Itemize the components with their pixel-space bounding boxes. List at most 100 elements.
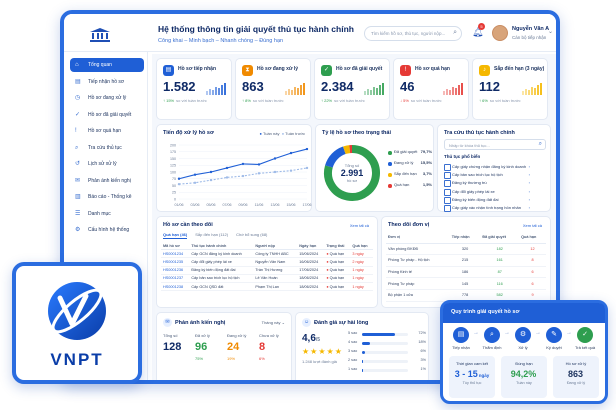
pending-view-all-link[interactable]: Xem tất cả: [349, 223, 369, 228]
cell-text: 12: [530, 246, 535, 251]
process-step-label: Ký duyệt: [546, 345, 562, 350]
sidebar-item-0[interactable]: ⌂ Tổng quan: [70, 58, 144, 72]
procedure-link[interactable]: Cấp đổi giấy phép lái xe ›: [444, 187, 530, 196]
legend-value: 79,7%: [420, 149, 432, 154]
kpi-card[interactable]: ⧗ Hồ sơ đang xử lý 863 ↑ 8% so với tuần trướ…: [235, 58, 311, 120]
spark-bar: [455, 88, 457, 95]
table-row[interactable]: Phòng Tư pháp 145 116 6: [386, 277, 546, 290]
process-step-label: Trả kết quả: [574, 345, 596, 350]
check-icon: ✓: [75, 111, 81, 118]
notification-bell-icon[interactable]: 🔔︎: [472, 27, 484, 37]
kpi-card[interactable]: ♪ Sắp đến hạn (3 ngày) 112 ↑ 6% so với tuần …: [472, 58, 548, 120]
sidebar-item-4[interactable]: ! Hồ sơ quá hạn: [70, 124, 144, 138]
procedure-link[interactable]: Cấp giấy chứng nhận đăng ký kinh doanh ›: [444, 162, 530, 171]
feedback-stat: Đang xử lý 24 19%: [227, 333, 257, 361]
table-row[interactable]: Văn phòng ĐKĐĐ 320 182 12: [386, 243, 546, 256]
lookup-search-input[interactable]: Nhập từ khóa thủ tục... ⌕: [444, 139, 546, 150]
kpi-value: 2.384: [321, 79, 354, 94]
table-cell: ● Quá hạn: [324, 282, 351, 292]
chevron-right-icon: ›: [528, 164, 530, 169]
procedure-label: Cấp giấy chứng nhận đăng ký kinh doanh: [452, 164, 527, 169]
legend-row: Đang xử lý 15,5%: [388, 160, 432, 171]
series-point: [305, 147, 309, 151]
x-tick-label: 09/06: [239, 203, 248, 207]
spark-bar: [382, 83, 384, 95]
feedback-period-select[interactable]: Tháng này ⌄: [261, 320, 285, 325]
table-row[interactable]: Phòng Kinh tế 186 87 6: [386, 266, 546, 279]
spark-bar: [540, 83, 542, 95]
table-row[interactable]: Phòng Tư pháp - Hộ tịch 215 161 8: [386, 254, 546, 267]
sidebar-item-5[interactable]: ⌕ Tra cứu thủ tục: [70, 141, 144, 155]
table-cell: 320: [449, 243, 481, 256]
x-tick-label: 11/06: [255, 203, 264, 207]
procedure-link[interactable]: Cấp giấy xác nhận tình trạng hôn nhân ›: [444, 203, 530, 212]
inbox-icon: ▤: [75, 78, 81, 85]
history-icon: ↺: [75, 161, 81, 167]
kpi-card[interactable]: ✓ Hồ sơ đã giải quyết 2.384 ↑ 22% so với tuầ…: [314, 58, 390, 120]
series-point: [257, 172, 261, 175]
rating-bar-track: [362, 350, 408, 354]
sidebar-item-3[interactable]: ✓ Hồ sơ đã giải quyết: [70, 108, 144, 122]
sidebar-item-7[interactable]: ✉ Phản ánh kiến nghị: [70, 174, 144, 188]
y-tick-label: 25: [172, 191, 176, 195]
cell-text: 17/06/2024: [299, 268, 319, 273]
y-tick-label: 200: [170, 143, 176, 147]
legend-this-week: Tuần này: [262, 131, 280, 136]
table-cell: Công ty TNHH ABC: [253, 249, 298, 259]
pending-tab-0[interactable]: Quá hạn (46): [163, 232, 188, 239]
smile-icon: ☺: [302, 318, 311, 327]
process-metric-label: Hồ sơ xử lý: [565, 361, 587, 366]
table-cell: ● Quá hạn: [324, 266, 351, 275]
sidebar-item-label: Cấu hình hệ thống: [88, 227, 130, 233]
procedure-link[interactable]: Cấp bản sao trích lục hộ tịch ›: [444, 170, 530, 180]
pending-tab-1[interactable]: Sắp đến hạn (112): [195, 232, 229, 237]
column-header: Đã giải quyết: [480, 232, 520, 244]
pending-tab-2[interactable]: Chờ bổ sung (68): [236, 232, 268, 237]
unit-view-all-link[interactable]: Xem tất cả: [522, 223, 542, 228]
sidebar-item-label: Hồ sơ đang xử lý: [88, 95, 127, 101]
table-row[interactable]: HS0001235 Cấp đổi giấy phép lái xe Nguyễn …: [161, 257, 373, 267]
status-legend: Đã giải quyết 79,7% Đang xử lý 15,5% Sắp đến…: [388, 149, 432, 193]
table-row[interactable]: HS0001236 Đăng ký biến động đất đai Trần T…: [161, 266, 373, 275]
cell-text: HS0001238: [163, 284, 184, 289]
cell-text: Phòng Tư pháp - Hộ tịch: [388, 258, 430, 263]
sidebar-item-6[interactable]: ↺ Lịch sử xử lý: [70, 157, 144, 171]
cell-text: Quá hạn: [329, 251, 345, 256]
kpi-delta-wrap: ↑ 6% so với tuần trước: [479, 98, 521, 103]
global-search-input[interactable]: Tìm kiếm hồ sơ, thủ tục, người nộp... ⌕: [364, 26, 462, 41]
procedure-link[interactable]: Đăng ký thường trú ›: [444, 178, 530, 188]
kpi-label: Hồ sơ tiếp nhận: [178, 66, 217, 72]
table-row[interactable]: HS0001234 Cấp GCN đăng ký kinh doanh Công …: [161, 249, 373, 259]
procedure-link[interactable]: Đăng ký biến động đất đai ›: [444, 195, 530, 204]
chevron-down-icon[interactable]: ⌄: [548, 29, 554, 35]
kpi-card[interactable]: ▤ Hồ sơ tiếp nhận 1.582 ↑ 15% so với tuần tr…: [156, 58, 232, 120]
sidebar-item-9[interactable]: ☰ Danh mục: [70, 207, 144, 221]
legend-swatch: [388, 151, 392, 155]
cell-text: HS0001237: [163, 276, 184, 281]
process-metric-value-wrap: 94,2%: [501, 369, 547, 379]
sidebar-item-8[interactable]: ▥ Báo cáo - Thống kê: [70, 190, 144, 204]
table-cell: Nguyễn Văn Nam: [253, 257, 298, 267]
user-name[interactable]: Nguyễn Văn A: [512, 26, 550, 32]
sidebar-item-2[interactable]: ◷ Hồ sơ đang xử lý: [70, 91, 144, 105]
cell-text: 6: [531, 281, 534, 286]
sidebar-item-1[interactable]: ▤ Tiếp nhận hồ sơ: [70, 75, 144, 89]
table-row[interactable]: Bộ phận 1 cửa 778 582 9: [386, 289, 546, 302]
vnpt-logo-card: VNPT: [12, 262, 142, 384]
cell-text: Cấp đổi giấy phép lái xe: [191, 259, 232, 264]
table-row[interactable]: HS0001238 Cấp GCN QSD đất Phạm Thị Lan 18/0…: [161, 282, 373, 292]
avatar[interactable]: [492, 25, 508, 41]
chevron-right-icon: ›: [528, 188, 530, 194]
feedback-stat-label: Đã xử lý: [195, 333, 210, 338]
spark-bar: [224, 83, 226, 95]
cell-text: 582: [496, 293, 503, 298]
sidebar-item-10[interactable]: ⚙ Cấu hình hệ thống: [70, 223, 144, 237]
kpi-delta: ↑ 22%: [321, 98, 333, 103]
legend-label: Quá hạn: [394, 182, 410, 187]
kpi-label: Sắp đến hạn (3 ngày): [494, 66, 545, 72]
check-icon: ✓: [577, 327, 593, 343]
column-header: Trạng thái: [324, 242, 351, 251]
table-row[interactable]: HS0001237 Cấp bản sao trích lục hộ tịch Lê…: [161, 274, 373, 283]
spark-bar: [373, 87, 375, 95]
kpi-card[interactable]: ! Hồ sơ quá hạn 46 ↓ 5% so với tuần trước: [393, 58, 469, 120]
